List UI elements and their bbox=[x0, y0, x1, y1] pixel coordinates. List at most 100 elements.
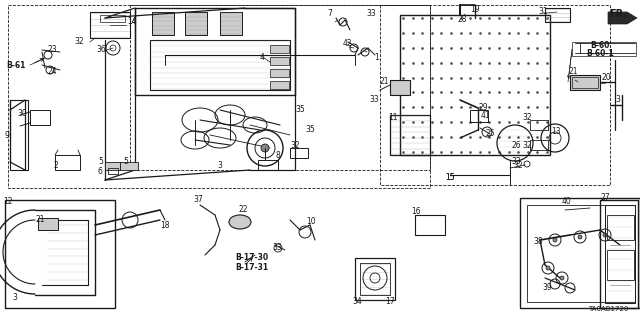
Text: 33: 33 bbox=[366, 10, 376, 19]
Bar bbox=[185, 12, 207, 35]
Text: B-60: B-60 bbox=[590, 41, 610, 49]
Bar bbox=[390, 115, 430, 155]
Bar bbox=[5, 200, 115, 308]
Bar bbox=[220, 12, 242, 35]
Bar bbox=[30, 110, 50, 125]
Text: B-17-31: B-17-31 bbox=[236, 263, 269, 272]
Text: B-17-30: B-17-30 bbox=[236, 254, 269, 263]
Text: 9: 9 bbox=[4, 130, 10, 139]
Text: 40: 40 bbox=[562, 197, 572, 206]
Ellipse shape bbox=[229, 215, 251, 229]
Text: 3: 3 bbox=[13, 293, 17, 302]
Bar bbox=[400, 15, 550, 155]
Bar bbox=[130, 5, 430, 170]
Text: 29: 29 bbox=[478, 103, 488, 113]
Text: 33: 33 bbox=[272, 243, 282, 253]
Polygon shape bbox=[608, 12, 637, 24]
Text: 42: 42 bbox=[342, 40, 352, 48]
Bar bbox=[360, 263, 390, 295]
Bar bbox=[38, 218, 58, 230]
Text: 31: 31 bbox=[538, 8, 548, 17]
Text: 4: 4 bbox=[260, 54, 264, 63]
Text: 12: 12 bbox=[3, 197, 13, 206]
Text: 13: 13 bbox=[551, 128, 561, 137]
Bar bbox=[270, 69, 289, 77]
Bar bbox=[100, 15, 125, 22]
Bar bbox=[570, 75, 600, 90]
Text: 27: 27 bbox=[600, 194, 610, 203]
Bar bbox=[600, 200, 638, 308]
Text: 32: 32 bbox=[513, 160, 523, 169]
Text: 3: 3 bbox=[616, 95, 620, 105]
Text: 32: 32 bbox=[290, 140, 300, 150]
Text: 18: 18 bbox=[160, 220, 170, 229]
Circle shape bbox=[261, 144, 269, 152]
Text: 39: 39 bbox=[542, 284, 552, 293]
Bar bbox=[607, 215, 634, 240]
Text: 26: 26 bbox=[511, 140, 521, 150]
Text: 22: 22 bbox=[238, 205, 248, 214]
Bar bbox=[270, 45, 289, 53]
Bar bbox=[572, 42, 636, 56]
Bar bbox=[108, 168, 118, 174]
Bar bbox=[150, 40, 290, 90]
Text: 17: 17 bbox=[385, 298, 395, 307]
Bar bbox=[290, 148, 308, 158]
Bar bbox=[545, 8, 570, 22]
Text: 33: 33 bbox=[511, 158, 521, 167]
Text: 33: 33 bbox=[369, 95, 379, 105]
Text: 10: 10 bbox=[306, 218, 316, 226]
Text: 14: 14 bbox=[127, 18, 137, 26]
Text: FR.: FR. bbox=[609, 9, 627, 19]
Bar bbox=[270, 81, 289, 89]
Circle shape bbox=[546, 266, 550, 270]
Circle shape bbox=[578, 235, 582, 239]
Text: 11: 11 bbox=[388, 114, 397, 122]
Bar bbox=[470, 110, 488, 122]
Text: 36: 36 bbox=[96, 46, 106, 55]
Text: 3: 3 bbox=[218, 160, 223, 169]
Text: 38: 38 bbox=[533, 238, 543, 247]
Bar bbox=[415, 215, 445, 235]
Text: B-60-1: B-60-1 bbox=[586, 48, 614, 57]
Text: 5: 5 bbox=[124, 158, 129, 167]
Bar bbox=[380, 5, 610, 185]
Bar bbox=[270, 57, 289, 65]
Text: 35: 35 bbox=[295, 106, 305, 115]
Bar bbox=[8, 5, 430, 188]
Text: 34: 34 bbox=[352, 298, 362, 307]
Text: 7: 7 bbox=[328, 10, 332, 19]
Text: 32: 32 bbox=[74, 38, 84, 47]
Bar bbox=[105, 162, 120, 170]
Bar bbox=[55, 155, 80, 170]
Text: 16: 16 bbox=[411, 207, 421, 217]
Text: 35: 35 bbox=[305, 125, 315, 135]
Text: 2: 2 bbox=[54, 160, 58, 169]
Text: 37: 37 bbox=[193, 196, 203, 204]
Bar bbox=[152, 12, 174, 35]
Bar bbox=[120, 162, 138, 170]
Bar bbox=[355, 258, 395, 300]
Circle shape bbox=[553, 238, 557, 242]
Text: B-61: B-61 bbox=[6, 61, 26, 70]
Bar bbox=[390, 80, 410, 95]
Text: 1: 1 bbox=[374, 54, 380, 63]
Bar bbox=[527, 205, 635, 302]
Text: 19: 19 bbox=[470, 5, 480, 14]
Text: 28: 28 bbox=[457, 16, 467, 25]
Bar bbox=[572, 77, 598, 88]
Text: 24: 24 bbox=[47, 68, 57, 77]
Text: 30: 30 bbox=[17, 108, 27, 117]
Text: 5: 5 bbox=[99, 158, 104, 167]
Bar bbox=[10, 100, 28, 170]
Bar bbox=[530, 140, 548, 150]
Circle shape bbox=[560, 276, 564, 280]
Bar bbox=[605, 205, 635, 303]
Text: 8: 8 bbox=[276, 151, 280, 160]
Text: 14: 14 bbox=[127, 18, 137, 26]
Text: 15: 15 bbox=[445, 173, 455, 182]
Bar bbox=[135, 8, 295, 95]
Text: 21: 21 bbox=[35, 216, 45, 225]
Bar bbox=[258, 160, 278, 170]
Text: 41: 41 bbox=[480, 110, 490, 120]
